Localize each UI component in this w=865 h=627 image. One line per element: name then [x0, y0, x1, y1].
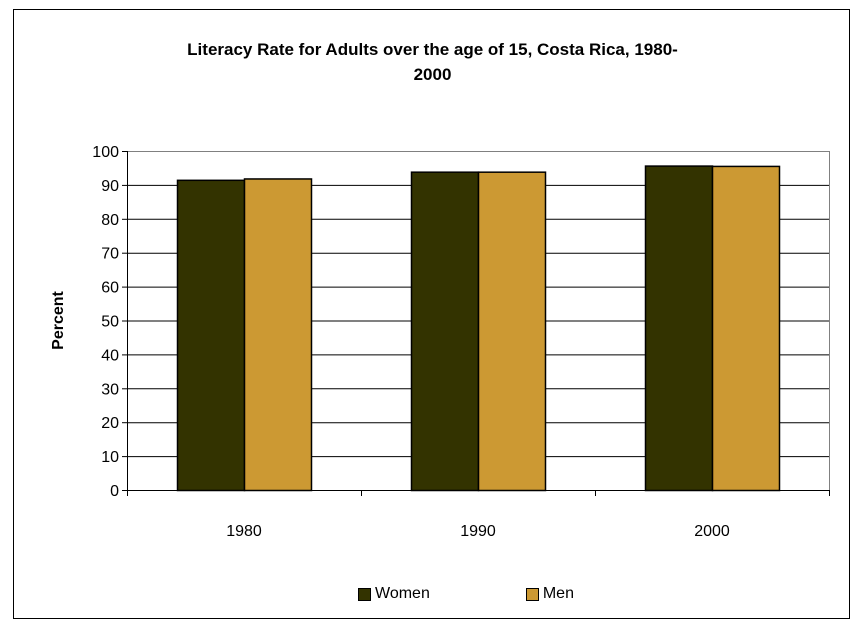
y-tick-label: 70 [101, 246, 119, 263]
chart-title-line-2: 2000 [413, 65, 452, 84]
chart-title-line-1: Literacy Rate for Adults over the age of… [187, 40, 678, 59]
y-tick-label: 30 [101, 381, 119, 398]
x-tick-label: 1990 [460, 523, 496, 540]
bar-men-1980 [243, 178, 313, 492]
y-tick-label: 80 [101, 212, 119, 229]
y-tick-label: 100 [92, 144, 119, 161]
legend-item-women: Women [358, 585, 430, 603]
bar-men-1990 [477, 171, 547, 492]
legend-swatch-women [358, 587, 371, 601]
legend-label-women: Women [375, 585, 430, 602]
y-tick-label: 50 [101, 314, 119, 331]
y-tick-label: 10 [101, 449, 119, 466]
y-axis-label: Percent [50, 290, 67, 349]
x-tick-label: 1980 [226, 523, 262, 540]
legend-label-men: Men [542, 585, 574, 602]
legend-swatch-men [525, 587, 539, 601]
chart-legend: Women Men [358, 584, 574, 604]
bar-men-2000 [711, 165, 781, 492]
chart-title: Literacy Rate for Adults over the age of… [0, 37, 865, 87]
bar-women-1990 [410, 171, 480, 492]
y-tick-label: 0 [110, 483, 119, 500]
bar-women-1980 [176, 179, 246, 492]
y-tick-label: 90 [101, 178, 119, 195]
y-tick-label: 40 [101, 347, 119, 364]
bar-women-2000 [644, 165, 714, 492]
y-tick-label: 20 [101, 415, 119, 432]
y-tick-label: 60 [101, 280, 119, 297]
legend-item-men: Men [525, 585, 574, 603]
x-tick-label: 2000 [694, 523, 730, 540]
